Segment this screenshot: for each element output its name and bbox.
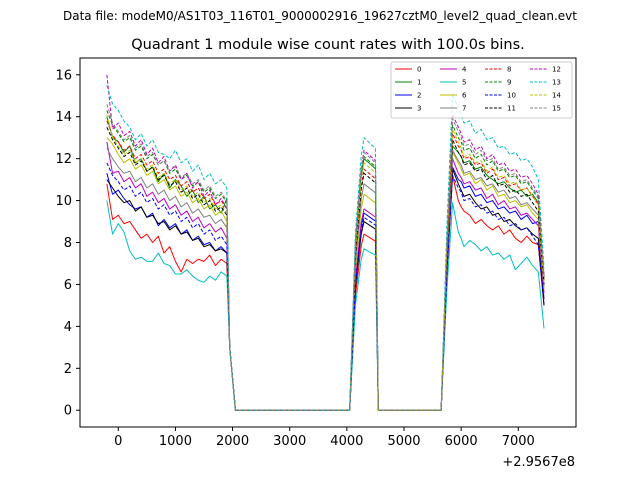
series-line-15: [106, 103, 545, 411]
legend-label-3: 3: [417, 105, 421, 113]
x-tick-label: 4000: [330, 434, 363, 449]
axes-layer: 0 1000 2000 3000 4000 5000 6000 700002468101214…: [55, 68, 534, 449]
legend-label-8: 8: [507, 66, 511, 74]
x-tick-label: 0: [114, 434, 122, 449]
series-layer: [106, 74, 545, 411]
legend-label-4: 4: [462, 66, 467, 74]
chart-title: Quadrant 1 module wise count rates with …: [131, 37, 525, 53]
x-tick-label: 5000: [387, 434, 420, 449]
y-tick-label: 14: [55, 110, 72, 125]
y-tick-label: 12: [55, 152, 72, 167]
x-tick-label: 2000: [216, 434, 249, 449]
legend-label-6: 6: [462, 92, 467, 100]
legend-label-10: 10: [507, 92, 516, 100]
legend-label-2: 2: [417, 92, 421, 100]
legend-label-15: 15: [552, 105, 561, 113]
legend-label-1: 1: [417, 79, 421, 87]
legend-label-13: 13: [552, 79, 561, 87]
x-tick-label: 1000: [159, 434, 192, 449]
legend-label-7: 7: [462, 105, 466, 113]
y-tick-label: 10: [55, 194, 72, 209]
x-tick-label: 6000: [445, 434, 478, 449]
plot-area: [80, 58, 576, 427]
x-tick-label: 3000: [273, 434, 306, 449]
y-tick-label: 4: [64, 320, 72, 335]
y-tick-label: 6: [64, 278, 72, 293]
legend-frame: [390, 61, 573, 119]
x-offset-label: +2.9567e8: [502, 455, 575, 470]
legend-label-14: 14: [552, 92, 561, 100]
y-tick-label: 0: [64, 404, 72, 419]
y-tick-label: 2: [64, 362, 72, 377]
legend-label-0: 0: [417, 66, 421, 74]
legend-label-11: 11: [507, 105, 516, 113]
series-line-13: [106, 85, 545, 411]
y-tick-label: 16: [55, 68, 72, 83]
chart-suptitle: Data file: modeM0/AS1T03_116T01_90000029…: [63, 9, 577, 23]
legend-label-12: 12: [552, 66, 561, 74]
y-tick-label: 8: [64, 236, 72, 251]
legend-label-5: 5: [462, 79, 466, 87]
x-tick-label: 7000: [502, 434, 535, 449]
legend-label-9: 9: [507, 79, 511, 87]
